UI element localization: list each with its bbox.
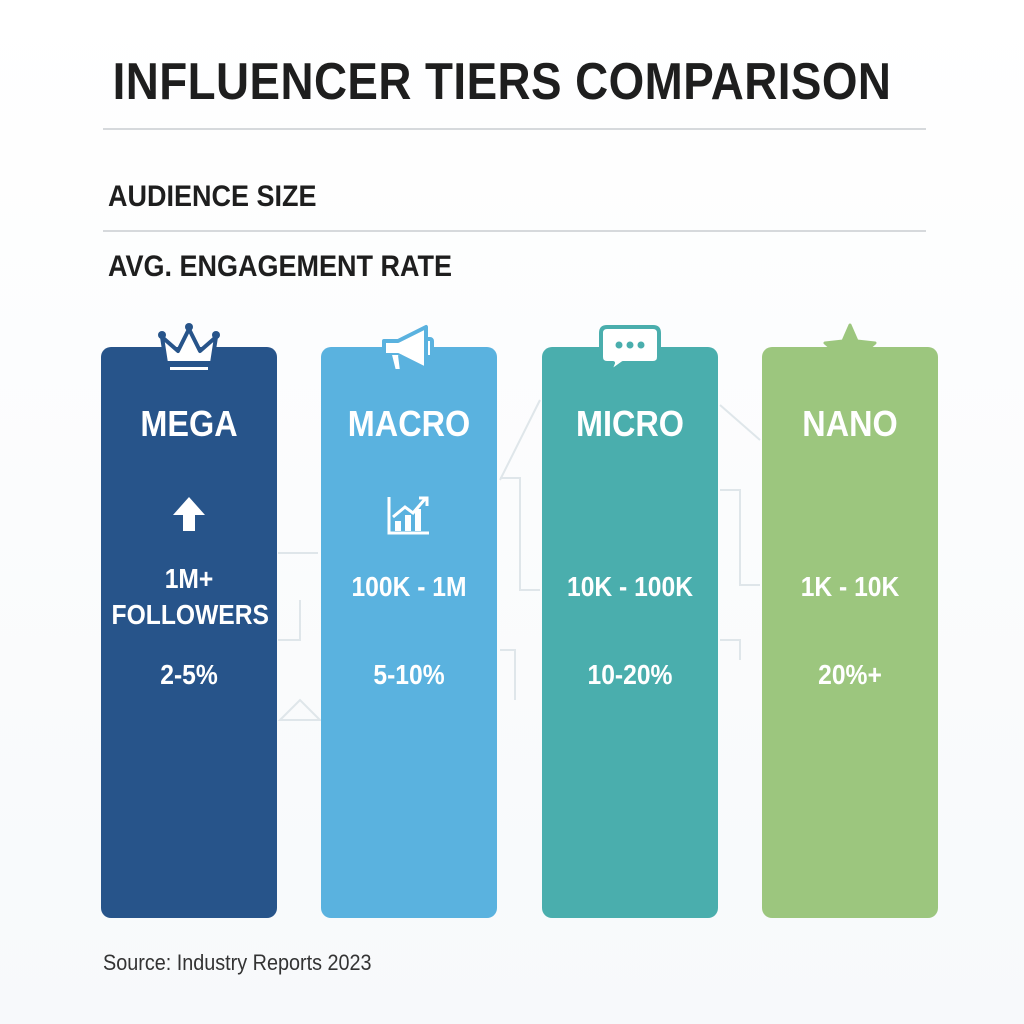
- tier-card-micro: MICRO 10K - 100K 10-20%: [542, 325, 718, 918]
- growth-chart-icon: [387, 496, 429, 535]
- page-title: INFLUENCER TIERS COMPARISON: [112, 53, 892, 111]
- audience-size: 1K - 10K: [800, 571, 900, 602]
- tier-card-macro: MACRO 100K - 1M 5-10%: [321, 325, 497, 918]
- tier-name: MEGA: [140, 403, 238, 444]
- engagement-rate: 10-20%: [587, 659, 673, 690]
- megaphone-icon: [382, 325, 434, 373]
- engagement-rate: 5-10%: [373, 659, 445, 690]
- audience-size-label: AUDIENCE SIZE: [108, 180, 317, 213]
- engagement-rate-label: AVG. ENGAGEMENT RATE: [108, 250, 453, 283]
- chat-bubble-icon: [599, 325, 661, 375]
- arrow-up-icon: [173, 497, 205, 531]
- tier-name: NANO: [802, 403, 898, 444]
- row-divider: [103, 230, 926, 232]
- engagement-rate: 2-5%: [160, 659, 218, 690]
- tier-card-mega: MEGA 1M+ FOLLOWERS 2-5%: [101, 323, 277, 918]
- star-icon: [823, 323, 877, 375]
- engagement-rate: 20%+: [818, 659, 882, 690]
- tier-card-nano: NANO 1K - 10K 20%+: [762, 323, 938, 918]
- tier-name: MACRO: [347, 403, 471, 444]
- source-note: Source: Industry Reports 2023: [103, 950, 372, 975]
- audience-size: 100K - 1M: [351, 571, 467, 602]
- audience-size: 1M+ FOLLOWERS: [111, 563, 269, 630]
- title-divider: [103, 128, 926, 130]
- tier-name: MICRO: [576, 403, 684, 444]
- crown-icon: [158, 323, 220, 374]
- audience-size: 10K - 100K: [566, 571, 694, 602]
